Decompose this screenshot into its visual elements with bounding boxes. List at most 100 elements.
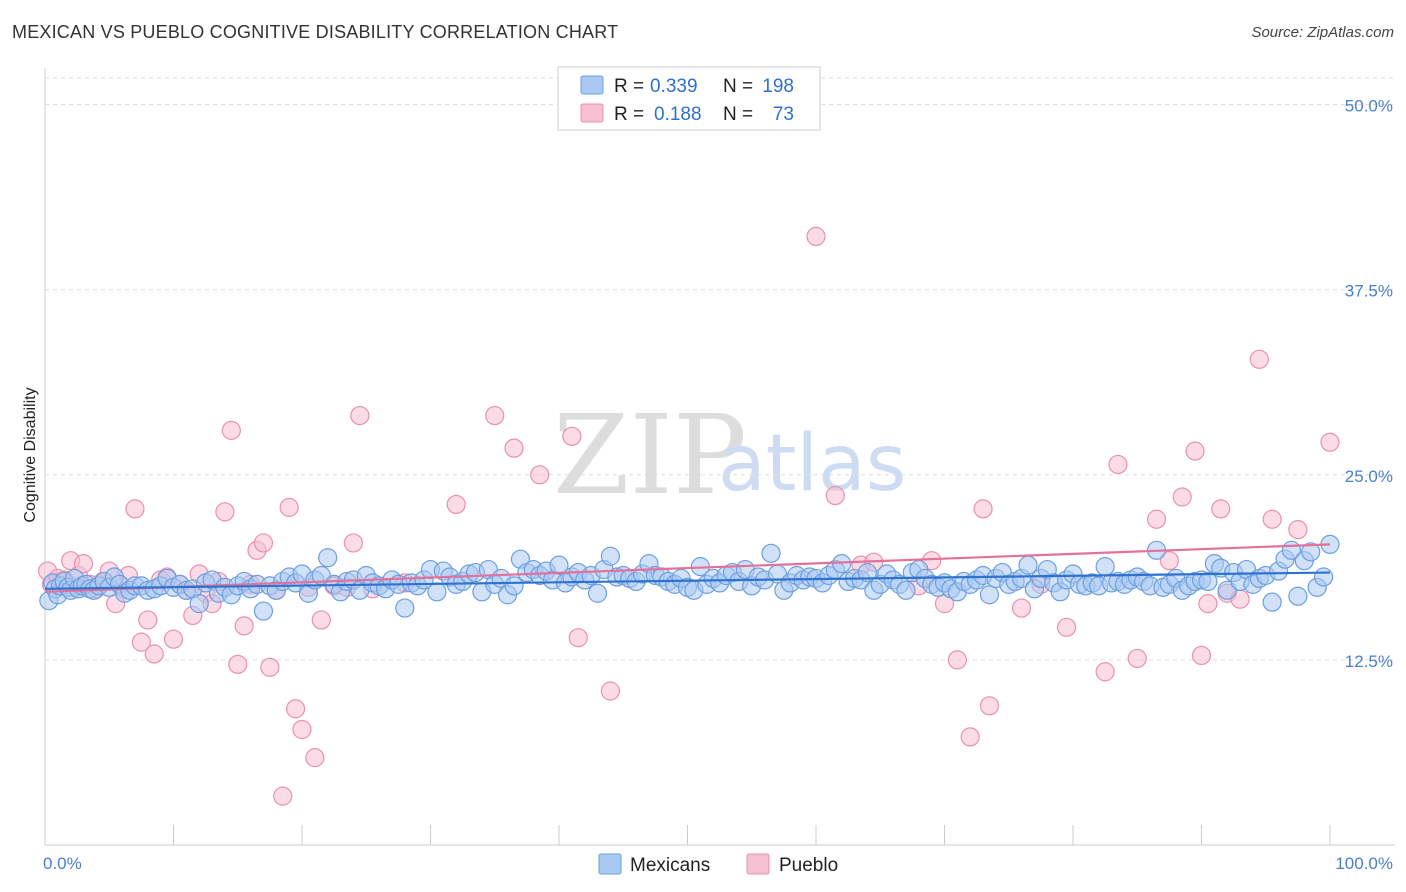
legend-n-label-1: N = xyxy=(723,76,753,97)
pueblo-point xyxy=(947,650,967,670)
pueblo-point xyxy=(1185,441,1205,461)
pueblo-point xyxy=(234,616,254,636)
pueblo-point xyxy=(446,494,466,515)
x-tick-labels: 0.0% 100.0% xyxy=(43,854,1393,873)
pueblo-point xyxy=(979,696,1000,716)
pueblo-point xyxy=(1095,662,1115,682)
y-axis-label: Cognitive Disability xyxy=(22,387,39,522)
mexican-point xyxy=(857,562,878,583)
mexican-point xyxy=(1288,586,1308,606)
pueblo-point xyxy=(144,644,164,664)
y-tick-label: 37.5% xyxy=(1345,282,1393,301)
bottom-legend-swatch-pueblo xyxy=(746,853,770,875)
pueblo-point xyxy=(1191,645,1212,666)
mexican-point xyxy=(896,580,916,600)
legend-r-label-1: R = xyxy=(614,76,644,97)
pueblo-point xyxy=(1056,617,1077,637)
bottom-legend-mexicans: Mexicans xyxy=(630,855,710,876)
pueblo-point xyxy=(163,629,184,649)
pueblo-point xyxy=(292,719,312,740)
pueblo-point xyxy=(311,610,331,630)
mexican-point xyxy=(1018,555,1038,575)
mexican-point xyxy=(504,576,524,596)
mexican-point xyxy=(1095,557,1115,577)
pueblo-point xyxy=(960,727,980,747)
legend-r-value-2: 0.188 xyxy=(654,104,702,125)
mexican-point xyxy=(1198,571,1218,592)
pueblo-point xyxy=(125,499,145,519)
x-tick-label-min: 0.0% xyxy=(43,854,82,873)
x-tick-label-max: 100.0% xyxy=(1335,854,1393,873)
pueblo-point xyxy=(973,499,993,519)
y-tick-labels: 12.5% 25.0% 37.5% 50.0% xyxy=(1345,97,1393,671)
pueblo-point xyxy=(305,748,325,768)
pueblo-point xyxy=(562,426,582,446)
pueblo-point xyxy=(1262,509,1282,529)
bottom-legend-swatch-mexicans xyxy=(598,853,622,875)
pueblo-point xyxy=(260,657,280,677)
pueblo-point xyxy=(806,226,826,247)
mexican-point xyxy=(979,585,1000,605)
pueblo-point xyxy=(1127,648,1147,669)
mexican-point xyxy=(253,601,274,621)
pueblo-point xyxy=(1211,499,1231,519)
pueblo-point xyxy=(1159,551,1179,571)
pueblo-point xyxy=(138,610,158,630)
y-tick-label: 25.0% xyxy=(1345,467,1393,486)
pueblo-point xyxy=(568,628,588,648)
watermark-atlas: atlas xyxy=(718,419,907,509)
pueblo-point xyxy=(253,533,274,553)
correlation-legend: R = 0.339 N = 198 R = 0.188 N = 73 xyxy=(557,66,821,131)
pueblo-point xyxy=(215,502,235,522)
mexican-point xyxy=(1313,567,1334,587)
legend-n-label-2: N = xyxy=(723,104,753,125)
series-legend: Mexicans Pueblo xyxy=(598,853,838,876)
mexicans-trend-line xyxy=(44,571,1331,590)
pueblo-point xyxy=(285,699,306,719)
pueblo-point xyxy=(530,465,550,485)
mexican-point xyxy=(761,543,781,563)
pueblo-point xyxy=(1320,432,1340,452)
legend-n-value-2: 73 xyxy=(773,104,794,125)
watermark-zip: ZIP xyxy=(553,391,747,519)
pueblo-point xyxy=(221,420,241,440)
pueblo-point xyxy=(1146,509,1167,529)
chart-title: MEXICAN VS PUEBLO COGNITIVE DISABILITY C… xyxy=(12,22,619,42)
pueblo-point xyxy=(1011,598,1032,618)
pueblo-point xyxy=(504,438,524,458)
pueblo-point xyxy=(1249,349,1269,369)
pueblo-point xyxy=(343,533,363,553)
legend-r-label-2: R = xyxy=(614,104,644,125)
y-tick-label: 50.0% xyxy=(1345,97,1393,116)
mexican-point xyxy=(189,594,209,614)
mexican-point xyxy=(427,582,447,602)
pueblo-point xyxy=(600,681,621,701)
pueblo-point xyxy=(1108,454,1128,475)
mexican-point xyxy=(600,546,621,566)
pueblo-point xyxy=(825,485,845,506)
legend-r-value-1: 0.339 xyxy=(650,76,698,97)
mexican-point xyxy=(318,548,338,568)
pueblo-point xyxy=(1198,594,1218,614)
bottom-legend-pueblo: Pueblo xyxy=(779,855,838,876)
mexican-point xyxy=(1301,542,1321,562)
pueblo-point xyxy=(228,654,248,674)
mexicans-series xyxy=(39,534,1340,621)
y-tick-label: 12.5% xyxy=(1345,652,1393,671)
mexican-point xyxy=(395,598,415,618)
pueblo-point xyxy=(273,786,293,806)
pueblo-point xyxy=(350,405,370,426)
legend-n-value-1: 198 xyxy=(762,76,794,97)
mexican-point xyxy=(1262,592,1282,612)
axes xyxy=(44,68,1395,846)
pueblo-point xyxy=(279,497,299,517)
pueblo-point xyxy=(1172,487,1192,507)
pueblo-point xyxy=(485,405,505,426)
legend-swatch-mexicans xyxy=(580,75,604,95)
source-label: Source: ZipAtlas.com xyxy=(1251,24,1394,41)
pueblo-point xyxy=(131,632,151,652)
legend-swatch-pueblo xyxy=(580,103,604,123)
mexican-point xyxy=(587,583,608,603)
pueblo-trend-line xyxy=(44,543,1331,593)
